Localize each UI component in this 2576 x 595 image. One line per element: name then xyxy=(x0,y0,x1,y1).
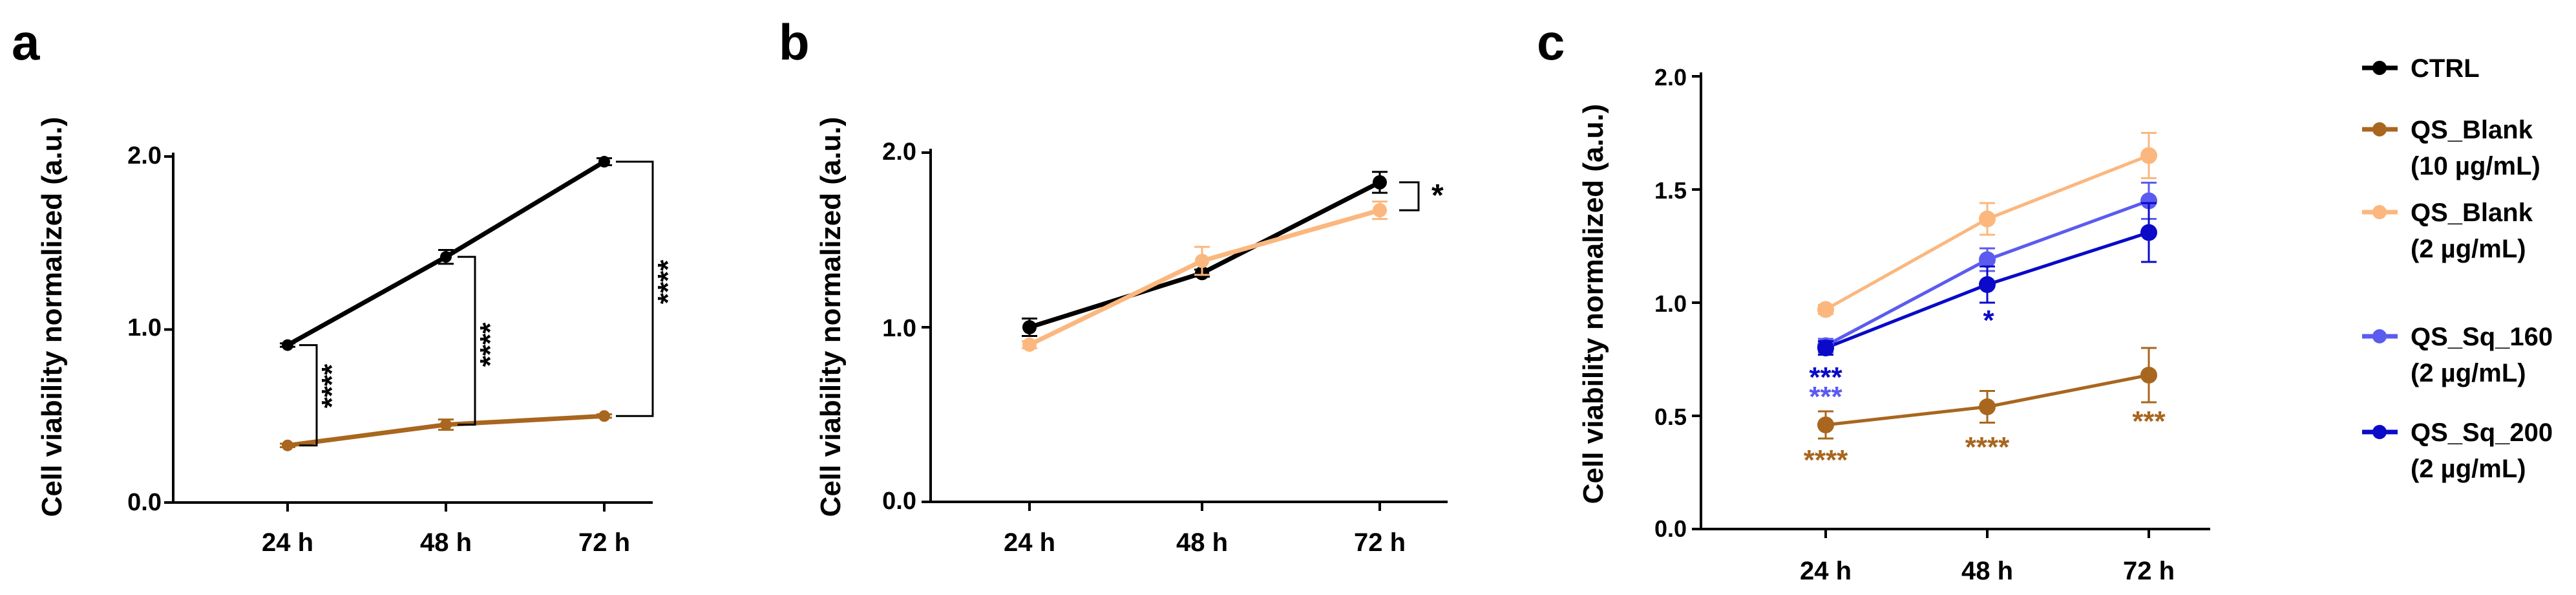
legend-label-1a: QS_Blank xyxy=(2411,116,2533,144)
ytick-c-1: 0.5 xyxy=(1654,404,1687,430)
xtick-b-1: 48 h xyxy=(1176,528,1228,557)
ytick-c-3: 1.5 xyxy=(1654,177,1687,204)
legend-label-4a: QS_Sq_200 xyxy=(2411,418,2553,447)
data-point-c-1-1 xyxy=(1979,210,1996,228)
legend-marker-3 xyxy=(2372,329,2387,343)
data-point-c-0-2 xyxy=(2140,367,2157,384)
legend-marker-0 xyxy=(2372,61,2387,75)
data-point-c-3-1 xyxy=(1979,276,1996,293)
legend: CTRL QS_Blank (10 µg/mL) QS_Blank (2 µg/… xyxy=(2362,54,2553,483)
significance-bracket-a-2 xyxy=(616,160,654,417)
panel-label-a: a xyxy=(12,14,40,70)
legend-label-3b: (2 µg/mL) xyxy=(2411,359,2526,387)
data-point-a-0-1 xyxy=(440,251,452,263)
panel-label-c: c xyxy=(1537,14,1565,70)
ytick-a-2: 2.0 xyxy=(127,142,162,169)
xtick-a-2: 72 h xyxy=(578,528,630,557)
data-point-c-3-2 xyxy=(2140,224,2157,241)
ytick-a-0: 0.0 xyxy=(127,489,162,516)
data-point-c-2-2 xyxy=(2140,192,2157,210)
sig-c-sq200-48h: * xyxy=(1983,305,1994,336)
data-point-a-0-0 xyxy=(282,339,293,351)
data-point-a-1-1 xyxy=(440,418,452,431)
sig-c-sq160-24h: *** xyxy=(1809,381,1842,413)
data-point-c-3-0 xyxy=(1817,340,1834,356)
legend-marker-1 xyxy=(2372,122,2387,136)
xtick-b-2: 72 h xyxy=(1354,528,1406,557)
ytick-c-2: 1.0 xyxy=(1654,290,1687,317)
ytick-c-0: 0.0 xyxy=(1654,515,1687,542)
legend-label-2a: QS_Blank xyxy=(2411,199,2533,227)
legend-label-4b: (2 µg/mL) xyxy=(2411,455,2526,483)
data-point-c-1-0 xyxy=(1817,301,1834,318)
legend-marker-2 xyxy=(2372,205,2387,219)
sig-c-blank10-48h: **** xyxy=(1965,431,2010,463)
legend-label-0: CTRL xyxy=(2411,54,2480,83)
data-point-b-1-0 xyxy=(1022,338,1037,352)
significance-bracket-b-0 xyxy=(1399,181,1420,211)
significance-bracket-a-1 xyxy=(458,255,476,426)
legend-marker-4 xyxy=(2372,425,2387,439)
sig-c-sq200-24h: *** xyxy=(1809,362,1842,393)
data-point-b-1-2 xyxy=(1373,203,1387,218)
sig-b-72h: * xyxy=(1431,178,1444,213)
sig-a-24h: **** xyxy=(316,363,348,408)
data-point-c-1-2 xyxy=(2140,147,2157,164)
ytick-b-0: 0.0 xyxy=(882,488,916,515)
y-axis-title-b: Cell viability normalized (a.u.) xyxy=(815,117,847,517)
data-point-b-1-1 xyxy=(1195,254,1209,268)
data-point-b-0-2 xyxy=(1373,175,1387,189)
ytick-a-1: 1.0 xyxy=(127,314,162,341)
data-point-c-0-0 xyxy=(1817,416,1834,433)
data-point-b-0-0 xyxy=(1022,320,1037,334)
y-axis-title-a: Cell viability normalized (a.u.) xyxy=(36,117,68,517)
xtick-c-1: 48 h xyxy=(1961,557,2013,585)
sig-c-blank10-72h: *** xyxy=(2132,406,2166,437)
legend-label-3a: QS_Sq_160 xyxy=(2411,323,2553,351)
data-point-a-1-0 xyxy=(282,439,293,451)
ytick-b-2: 2.0 xyxy=(882,138,916,166)
data-point-c-2-1 xyxy=(1979,251,1996,268)
sig-c-blank10-24h: **** xyxy=(1804,444,1848,476)
legend-label-2b: (2 µg/mL) xyxy=(2411,235,2526,263)
data-point-c-0-1 xyxy=(1979,398,1996,415)
ytick-c-4: 2.0 xyxy=(1654,64,1687,91)
xtick-a-1: 48 h xyxy=(420,528,472,557)
panel-label-b: b xyxy=(779,14,810,70)
y-axis-title-c: Cell viability normalized (a.u.) xyxy=(1578,104,1609,504)
sig-a-72h: **** xyxy=(652,259,684,304)
xtick-c-0: 24 h xyxy=(1800,557,1852,585)
chart-marks xyxy=(164,72,2210,538)
xtick-c-2: 72 h xyxy=(2123,557,2175,585)
ytick-b-1: 1.0 xyxy=(882,315,916,342)
xtick-a-0: 24 h xyxy=(262,528,313,557)
sig-a-48h: **** xyxy=(474,322,506,367)
xtick-b-0: 24 h xyxy=(1004,528,1055,557)
legend-label-1b: (10 µg/mL) xyxy=(2411,152,2540,180)
data-point-a-1-2 xyxy=(598,410,610,422)
data-point-a-0-2 xyxy=(598,156,610,168)
significance-bracket-a-0 xyxy=(299,344,318,447)
